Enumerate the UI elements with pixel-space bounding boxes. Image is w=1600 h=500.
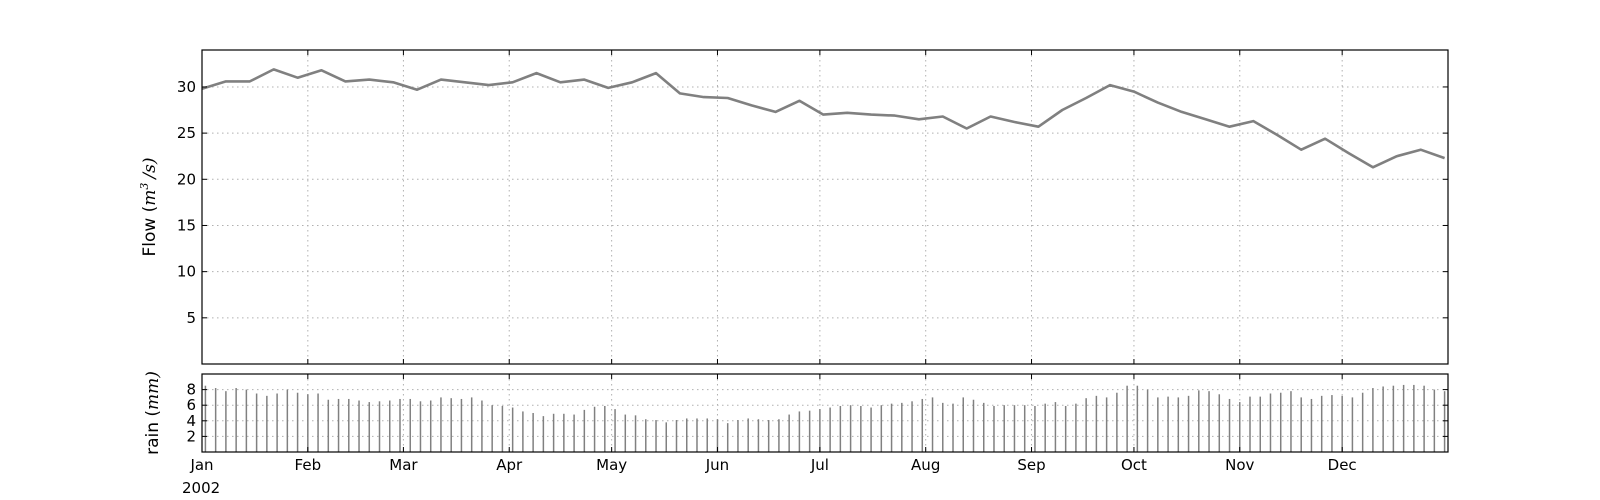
rain-plot-area — [204, 384, 1446, 452]
flow-axes-frame — [201, 49, 1449, 365]
rain-y-tick-label: 4 — [186, 412, 196, 430]
rain-axes-frame — [201, 373, 1449, 453]
flow-y-axis-label: Flow (m3/s) — [138, 157, 160, 256]
x-tick-label: Apr — [496, 456, 523, 474]
flow-grid — [202, 50, 1448, 364]
x-tick-label: Jan — [189, 456, 213, 474]
x-tick-label: Nov — [1225, 456, 1254, 474]
rain-y-tick-label: 8 — [186, 381, 196, 399]
x-tick-label: Sep — [1017, 456, 1045, 474]
flow-y-tick-label: 25 — [177, 124, 196, 142]
flow-series-line — [201, 68, 1446, 169]
rain-y-axis-label: rain (mm) — [143, 371, 163, 455]
x-tick-label: Dec — [1328, 456, 1357, 474]
rain-x-ticks: Jan Feb Mar Apr May Jun Jul Aug Sep Oct Nov Dec — [189, 374, 1357, 474]
rain-grid — [202, 374, 1448, 452]
flow-y-tick-label: 30 — [177, 78, 196, 96]
rain-y-tick-label: 2 — [186, 427, 196, 445]
flow-plot-area — [201, 68, 1446, 169]
flow-y-tick-label: 10 — [177, 263, 196, 281]
x-tick-label: Feb — [295, 456, 322, 474]
flow-y-tick-label: 20 — [177, 170, 196, 188]
flow-panel: 5 10 15 20 25 30 Flow (m3/s) — [138, 49, 1449, 365]
x-tick-label: Oct — [1121, 456, 1147, 474]
x-tick-label: Jul — [810, 456, 829, 474]
rain-y-tick-label: 6 — [186, 396, 196, 414]
flow-y-tick-label: 5 — [186, 309, 196, 327]
flow-y-ticks: 5 10 15 20 25 30 — [177, 78, 1448, 327]
flow-x-ticks — [201, 50, 1343, 364]
x-tick-label: May — [596, 456, 627, 474]
x-tick-label: Jun — [705, 456, 729, 474]
flow-y-tick-label: 15 — [177, 216, 196, 234]
x-axis-year-label: 2002 — [182, 479, 220, 497]
x-tick-label: Mar — [389, 456, 418, 474]
x-tick-label: Aug — [911, 456, 940, 474]
